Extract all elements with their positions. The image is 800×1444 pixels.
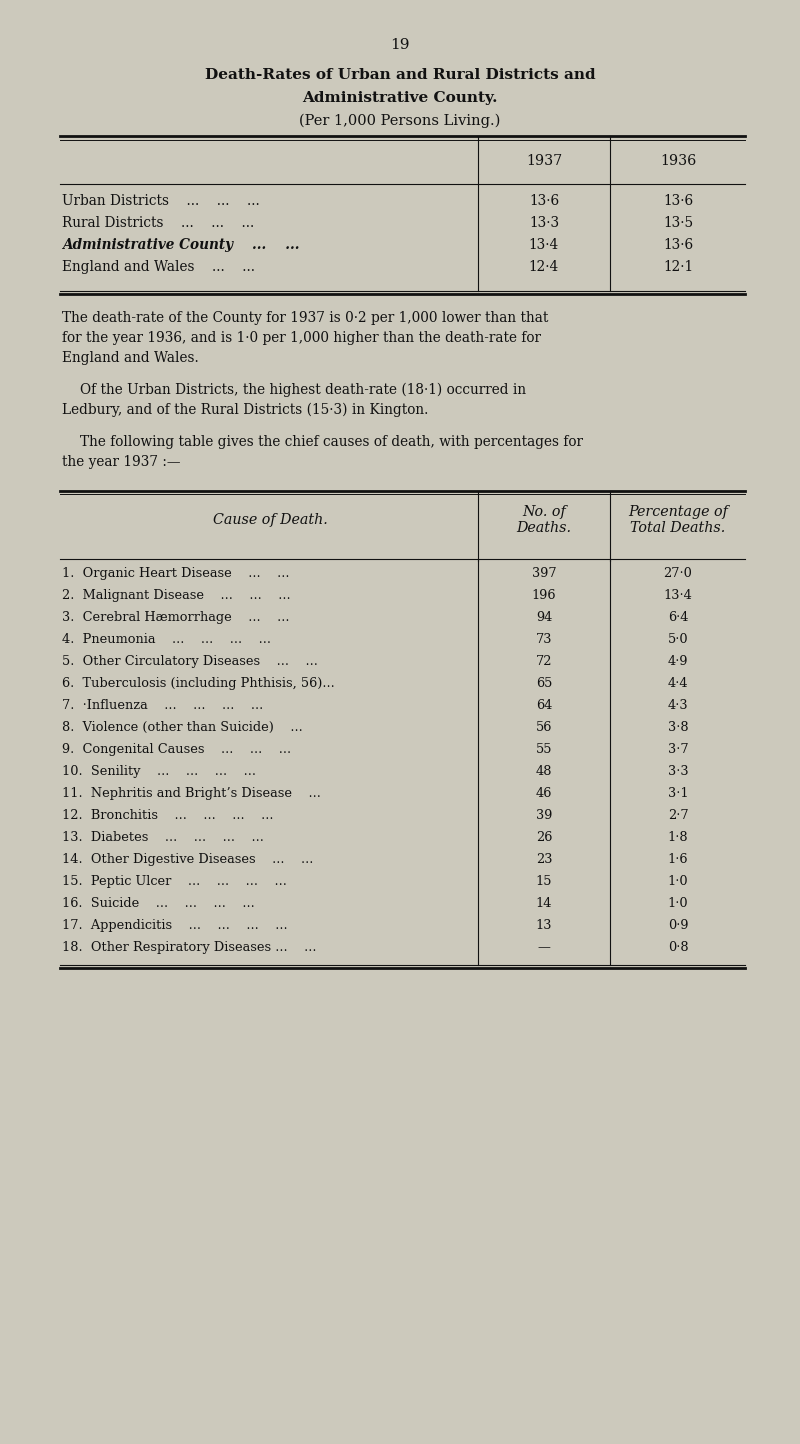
- Text: 15.  Peptic Ulcer    ...    ...    ...    ...: 15. Peptic Ulcer ... ... ... ...: [62, 875, 287, 888]
- Text: 39: 39: [536, 809, 552, 822]
- Text: 196: 196: [532, 589, 556, 602]
- Text: 13: 13: [536, 918, 552, 931]
- Text: 5.  Other Circulatory Diseases    ...    ...: 5. Other Circulatory Diseases ... ...: [62, 656, 318, 669]
- Text: 3·1: 3·1: [668, 787, 688, 800]
- Text: 2·7: 2·7: [668, 809, 688, 822]
- Text: for the year 1936, and is 1·0 per 1,000 higher than the death-rate for: for the year 1936, and is 1·0 per 1,000 …: [62, 331, 541, 345]
- Text: 6.  Tuberculosis (including Phthisis, 56)...: 6. Tuberculosis (including Phthisis, 56)…: [62, 677, 334, 690]
- Text: 3·3: 3·3: [668, 765, 688, 778]
- Text: 4.  Pneumonia    ...    ...    ...    ...: 4. Pneumonia ... ... ... ...: [62, 632, 271, 645]
- Text: 5·0: 5·0: [668, 632, 688, 645]
- Text: 64: 64: [536, 699, 552, 712]
- Text: 2.  Malignant Disease    ...    ...    ...: 2. Malignant Disease ... ... ...: [62, 589, 290, 602]
- Text: 1·0: 1·0: [668, 875, 688, 888]
- Text: Urban Districts    ...    ...    ...: Urban Districts ... ... ...: [62, 193, 260, 208]
- Text: 3·8: 3·8: [668, 721, 688, 734]
- Text: 13·6: 13·6: [529, 193, 559, 208]
- Text: 14: 14: [536, 897, 552, 910]
- Text: 1936: 1936: [660, 155, 696, 168]
- Text: The following table gives the chief causes of death, with percentages for: The following table gives the chief caus…: [80, 435, 583, 449]
- Text: 12.  Bronchitis    ...    ...    ...    ...: 12. Bronchitis ... ... ... ...: [62, 809, 274, 822]
- Text: 19: 19: [390, 38, 410, 52]
- Text: Deaths.: Deaths.: [517, 521, 571, 534]
- Text: 1937: 1937: [526, 155, 562, 168]
- Text: Cause of Death.: Cause of Death.: [213, 513, 327, 527]
- Text: 12·1: 12·1: [663, 260, 693, 274]
- Text: 1.  Organic Heart Disease    ...    ...: 1. Organic Heart Disease ... ...: [62, 567, 290, 580]
- Text: 27·0: 27·0: [663, 567, 693, 580]
- Text: 46: 46: [536, 787, 552, 800]
- Text: 13·4: 13·4: [663, 589, 693, 602]
- Text: 3·7: 3·7: [668, 744, 688, 757]
- Text: Percentage of: Percentage of: [628, 505, 728, 518]
- Text: Total Deaths.: Total Deaths.: [630, 521, 726, 534]
- Text: Administrative County.: Administrative County.: [302, 91, 498, 105]
- Text: No. of: No. of: [522, 505, 566, 518]
- Text: 23: 23: [536, 853, 552, 866]
- Text: 73: 73: [536, 632, 552, 645]
- Text: 12·4: 12·4: [529, 260, 559, 274]
- Text: (Per 1,000 Persons Living.): (Per 1,000 Persons Living.): [299, 114, 501, 129]
- Text: 4·4: 4·4: [668, 677, 688, 690]
- Text: 14.  Other Digestive Diseases    ...    ...: 14. Other Digestive Diseases ... ...: [62, 853, 314, 866]
- Text: 15: 15: [536, 875, 552, 888]
- Text: Of the Urban Districts, the highest death-rate (18·1) occurred in: Of the Urban Districts, the highest deat…: [80, 383, 526, 397]
- Text: 0·9: 0·9: [668, 918, 688, 931]
- Text: 9.  Congenital Causes    ...    ...    ...: 9. Congenital Causes ... ... ...: [62, 744, 291, 757]
- Text: 94: 94: [536, 611, 552, 624]
- Text: 7.  ·Influenza    ...    ...    ...    ...: 7. ·Influenza ... ... ... ...: [62, 699, 263, 712]
- Text: 8.  Violence (other than Suicide)    ...: 8. Violence (other than Suicide) ...: [62, 721, 302, 734]
- Text: 1·8: 1·8: [668, 830, 688, 843]
- Text: 18.  Other Respiratory Diseases ...    ...: 18. Other Respiratory Diseases ... ...: [62, 941, 317, 954]
- Text: 1·6: 1·6: [668, 853, 688, 866]
- Text: The death-rate of the County for 1937 is 0·2 per 1,000 lower than that: The death-rate of the County for 1937 is…: [62, 310, 548, 325]
- Text: Administrative County    ...    ...: Administrative County ... ...: [62, 238, 299, 253]
- Text: Rural Districts    ...    ...    ...: Rural Districts ... ... ...: [62, 217, 254, 230]
- Text: 4·3: 4·3: [668, 699, 688, 712]
- Text: England and Wales    ...    ...: England and Wales ... ...: [62, 260, 255, 274]
- Text: 13·3: 13·3: [529, 217, 559, 230]
- Text: 11.  Nephritis and Bright’s Disease    ...: 11. Nephritis and Bright’s Disease ...: [62, 787, 321, 800]
- Text: 72: 72: [536, 656, 552, 669]
- Text: 56: 56: [536, 721, 552, 734]
- Text: 13·5: 13·5: [663, 217, 693, 230]
- Text: 26: 26: [536, 830, 552, 843]
- Text: 55: 55: [536, 744, 552, 757]
- Text: 6·4: 6·4: [668, 611, 688, 624]
- Text: 10.  Senility    ...    ...    ...    ...: 10. Senility ... ... ... ...: [62, 765, 256, 778]
- Text: England and Wales.: England and Wales.: [62, 351, 198, 365]
- Text: 13.  Diabetes    ...    ...    ...    ...: 13. Diabetes ... ... ... ...: [62, 830, 264, 843]
- Text: 4·9: 4·9: [668, 656, 688, 669]
- Text: 16.  Suicide    ...    ...    ...    ...: 16. Suicide ... ... ... ...: [62, 897, 254, 910]
- Text: —: —: [538, 941, 550, 954]
- Text: 65: 65: [536, 677, 552, 690]
- Text: the year 1937 :—: the year 1937 :—: [62, 455, 181, 469]
- Text: 0·8: 0·8: [668, 941, 688, 954]
- Text: 3.  Cerebral Hæmorrhage    ...    ...: 3. Cerebral Hæmorrhage ... ...: [62, 611, 290, 624]
- Text: Death-Rates of Urban and Rural Districts and: Death-Rates of Urban and Rural Districts…: [205, 68, 595, 82]
- Text: 1·0: 1·0: [668, 897, 688, 910]
- Text: 13·4: 13·4: [529, 238, 559, 253]
- Text: 48: 48: [536, 765, 552, 778]
- Text: Ledbury, and of the Rural Districts (15·3) in Kington.: Ledbury, and of the Rural Districts (15·…: [62, 403, 428, 417]
- Text: 13·6: 13·6: [663, 238, 693, 253]
- Text: 17.  Appendicitis    ...    ...    ...    ...: 17. Appendicitis ... ... ... ...: [62, 918, 288, 931]
- Text: 13·6: 13·6: [663, 193, 693, 208]
- Text: 397: 397: [532, 567, 556, 580]
